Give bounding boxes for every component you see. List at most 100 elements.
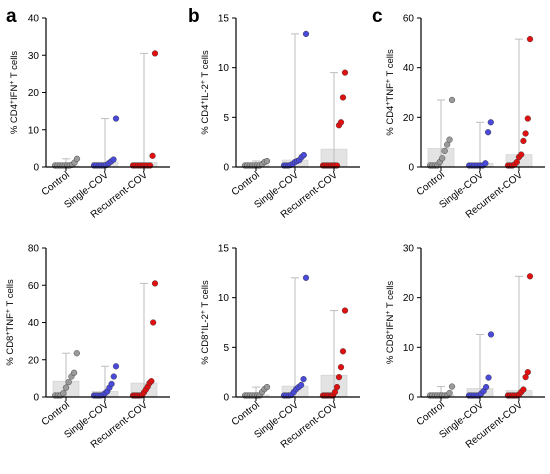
data-point bbox=[300, 376, 307, 383]
y-tick-label: 20 bbox=[403, 113, 415, 124]
data-point bbox=[148, 378, 155, 385]
data-point bbox=[518, 151, 525, 158]
y-tick-label: 5 bbox=[223, 113, 229, 124]
series-recurrent-cov bbox=[129, 280, 159, 399]
series-recurrent-cov bbox=[319, 307, 349, 399]
data-point bbox=[70, 369, 78, 376]
data-point bbox=[339, 94, 347, 101]
data-point bbox=[441, 147, 448, 154]
data-point bbox=[60, 390, 67, 397]
y-axis-label: % CD4+IFN+ T cells bbox=[9, 51, 21, 135]
y-tick-label: 20 bbox=[403, 293, 415, 304]
data-point bbox=[526, 36, 534, 43]
data-point bbox=[302, 30, 310, 37]
data-point bbox=[483, 383, 490, 391]
y-tick-label: 0 bbox=[223, 393, 229, 404]
data-point bbox=[337, 364, 345, 371]
data-point bbox=[446, 136, 453, 143]
data-point bbox=[112, 363, 120, 370]
data-point bbox=[485, 129, 492, 136]
y-tick-label: 60 bbox=[28, 281, 40, 292]
series-control bbox=[426, 383, 456, 399]
y-tick-label: 40 bbox=[28, 14, 40, 25]
data-point bbox=[526, 273, 534, 280]
data-point bbox=[524, 115, 531, 122]
data-point bbox=[110, 156, 117, 163]
y-tick-label: 10 bbox=[218, 63, 230, 74]
series-recurrent-cov bbox=[319, 69, 349, 169]
y-tick-label: 0 bbox=[408, 163, 414, 174]
panel-letter: c bbox=[372, 6, 383, 27]
data-point bbox=[341, 69, 349, 76]
series-single-cov bbox=[466, 119, 494, 169]
y-tick-label: 80 bbox=[28, 244, 40, 255]
panel-letter: b bbox=[188, 6, 200, 27]
data-point bbox=[487, 331, 495, 338]
series-single-cov bbox=[280, 30, 310, 169]
chart-panel-4: 020406080ControlSingle-COVRecurrent-COV%… bbox=[5, 244, 170, 451]
data-point bbox=[522, 130, 529, 137]
data-point bbox=[112, 115, 120, 122]
data-point bbox=[439, 155, 446, 162]
y-tick-label: 10 bbox=[28, 125, 40, 136]
y-tick-label: 40 bbox=[403, 63, 415, 74]
data-point bbox=[487, 119, 494, 126]
data-point bbox=[150, 319, 157, 326]
data-point bbox=[263, 157, 271, 165]
y-tick-label: 15 bbox=[218, 244, 230, 255]
x-tick-label: Control bbox=[415, 170, 447, 199]
y-tick-label: 0 bbox=[33, 393, 39, 404]
y-axis-label: % CD4+TNF+ T cells bbox=[385, 49, 397, 136]
y-tick-label: 30 bbox=[28, 51, 40, 62]
series-single-cov bbox=[90, 363, 120, 399]
chart-panel-3: c0204060ControlSingle-COVRecurrent-COV% … bbox=[372, 6, 545, 221]
y-tick-label: 40 bbox=[28, 318, 40, 329]
x-tick-label: Control bbox=[40, 170, 72, 199]
data-point bbox=[524, 369, 531, 376]
data-point bbox=[333, 383, 341, 391]
data-point bbox=[337, 119, 345, 126]
x-tick-label: Control bbox=[230, 400, 262, 429]
series-control bbox=[52, 350, 80, 399]
data-point bbox=[151, 50, 159, 57]
data-point bbox=[108, 380, 115, 388]
y-tick-label: 20 bbox=[28, 355, 40, 366]
y-tick-label: 5 bbox=[223, 343, 229, 354]
data-point bbox=[73, 155, 81, 162]
data-point bbox=[444, 141, 451, 148]
series-control bbox=[241, 383, 271, 399]
y-axis-label: % CD4+IL-2+ T cells bbox=[200, 50, 212, 135]
panel-letter: a bbox=[6, 6, 17, 27]
series-single-cov bbox=[465, 331, 495, 399]
data-point bbox=[448, 96, 456, 104]
y-tick-label: 60 bbox=[403, 14, 415, 25]
y-tick-label: 10 bbox=[403, 343, 415, 354]
data-point bbox=[520, 137, 527, 145]
y-tick-label: 0 bbox=[33, 163, 39, 174]
series-recurrent-cov bbox=[129, 50, 159, 169]
data-point bbox=[520, 386, 527, 393]
y-tick-label: 10 bbox=[218, 293, 230, 304]
series-recurrent-cov bbox=[504, 273, 534, 399]
data-point bbox=[446, 389, 453, 397]
data-point bbox=[302, 274, 310, 281]
y-axis-label: % CD8+TNF+ T cells bbox=[5, 279, 17, 366]
y-axis-label: % CD8+IL-2+ T cells bbox=[200, 280, 212, 365]
y-tick-label: 0 bbox=[223, 163, 229, 174]
chart-panel-1: a010203040ControlSingle-COVRecurrent-COV… bbox=[6, 6, 170, 221]
x-tick-label: Control bbox=[415, 400, 447, 429]
data-point bbox=[73, 350, 80, 357]
data-point bbox=[62, 384, 70, 391]
data-point bbox=[335, 374, 343, 381]
y-tick-label: 15 bbox=[218, 14, 230, 25]
data-point bbox=[298, 381, 305, 389]
data-point bbox=[65, 379, 72, 386]
x-tick-label: Control bbox=[40, 400, 72, 429]
x-tick-label: Control bbox=[230, 170, 262, 199]
series-single-cov bbox=[90, 115, 120, 169]
